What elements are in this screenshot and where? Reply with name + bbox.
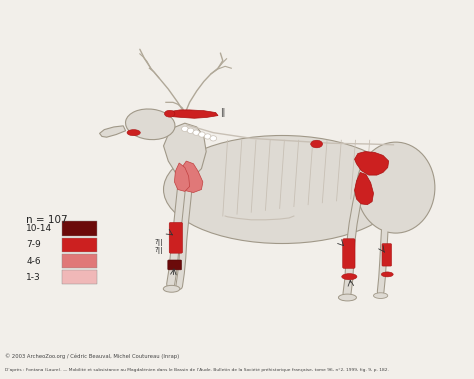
Text: 10-14: 10-14 <box>26 224 52 233</box>
Ellipse shape <box>127 130 140 136</box>
Bar <box>62 254 97 268</box>
Ellipse shape <box>164 110 175 117</box>
Ellipse shape <box>199 132 205 137</box>
Ellipse shape <box>210 136 217 141</box>
Text: 4-6: 4-6 <box>26 257 41 266</box>
Polygon shape <box>355 172 374 205</box>
Bar <box>62 221 97 236</box>
Ellipse shape <box>182 126 188 132</box>
FancyBboxPatch shape <box>169 222 182 253</box>
Text: n = 107: n = 107 <box>26 215 68 225</box>
Polygon shape <box>100 126 126 137</box>
Ellipse shape <box>163 285 180 292</box>
FancyBboxPatch shape <box>343 239 355 268</box>
Ellipse shape <box>356 142 435 233</box>
Text: D’après : Fontana (Laure). — Mobilité et subsistance au Magdalénien dans le Bass: D’après : Fontana (Laure). — Mobilité et… <box>5 368 389 373</box>
Bar <box>62 270 97 284</box>
Polygon shape <box>178 161 203 193</box>
Text: ?||: ?|| <box>154 240 163 246</box>
FancyBboxPatch shape <box>168 260 182 270</box>
Polygon shape <box>171 110 218 118</box>
Ellipse shape <box>126 109 175 139</box>
Text: 7-9: 7-9 <box>26 240 41 249</box>
Bar <box>62 238 97 252</box>
Text: © 2003 ArcheoZoo.org / Cédric Beauval, Michel Coutureau (Inrap): © 2003 ArcheoZoo.org / Cédric Beauval, M… <box>5 354 179 359</box>
Ellipse shape <box>381 272 393 277</box>
Polygon shape <box>355 152 389 175</box>
Ellipse shape <box>187 128 194 133</box>
Text: ?||: ?|| <box>154 247 163 254</box>
Text: ||: || <box>220 108 226 117</box>
Polygon shape <box>174 163 190 191</box>
Ellipse shape <box>204 134 211 139</box>
Ellipse shape <box>342 274 357 280</box>
Ellipse shape <box>338 294 356 301</box>
Ellipse shape <box>374 293 388 299</box>
FancyBboxPatch shape <box>382 244 392 266</box>
Ellipse shape <box>311 140 322 148</box>
Text: 1-3: 1-3 <box>26 273 41 282</box>
Ellipse shape <box>193 130 200 135</box>
Ellipse shape <box>164 136 401 244</box>
Polygon shape <box>164 123 206 178</box>
